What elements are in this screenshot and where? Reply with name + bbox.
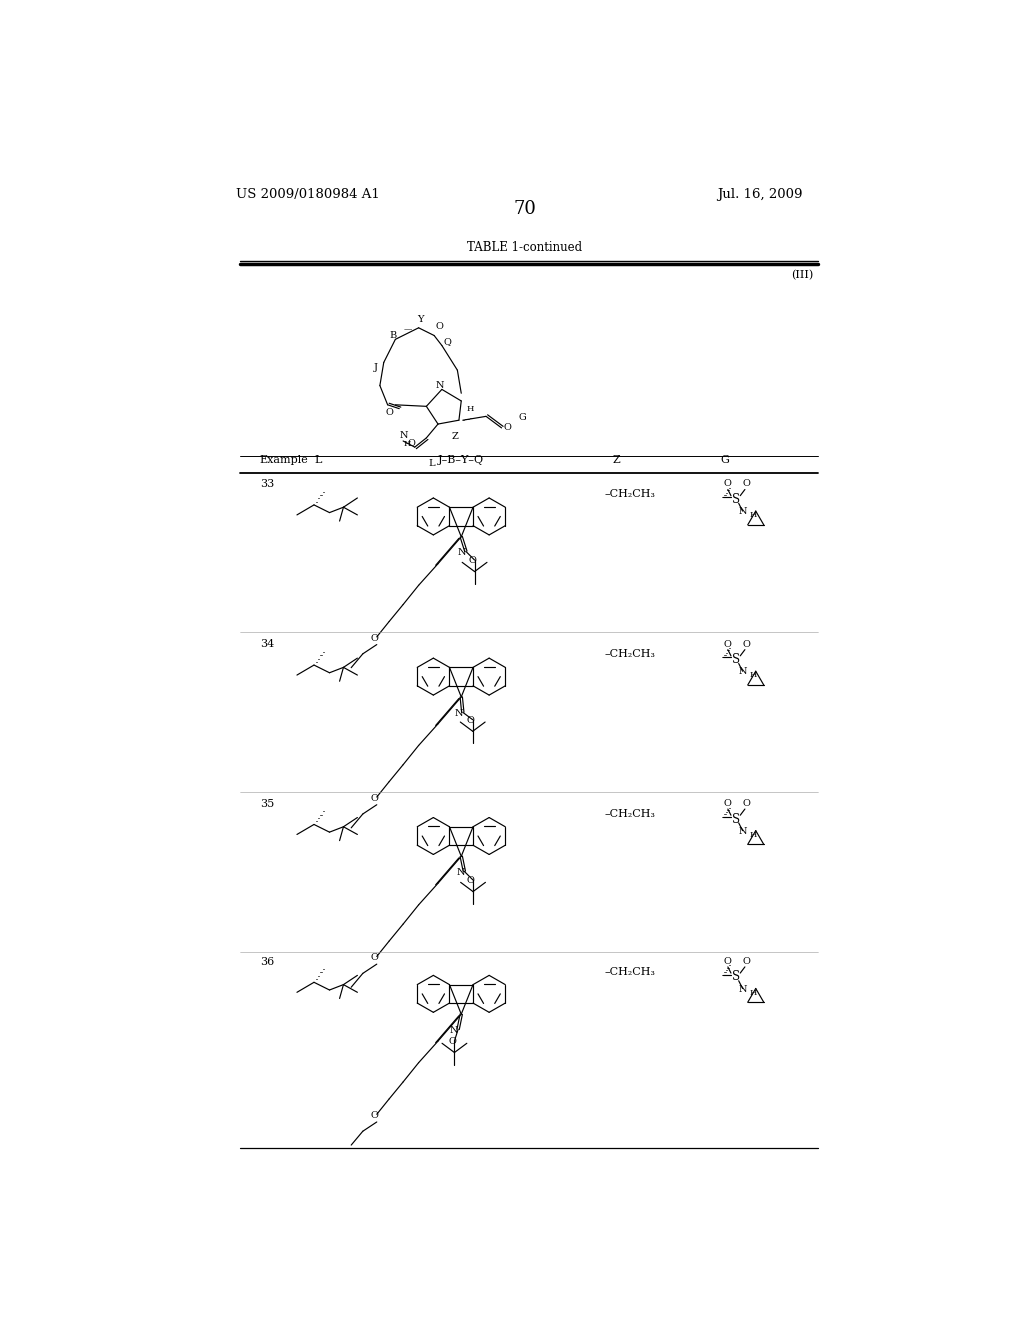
Text: –CH₂CH₃: –CH₂CH₃ [604, 809, 655, 818]
Text: N: N [738, 985, 746, 994]
Text: Z: Z [452, 433, 459, 441]
Text: O: O [724, 957, 732, 966]
Text: S: S [732, 813, 740, 825]
Text: G: G [720, 454, 729, 465]
Text: G: G [518, 413, 526, 422]
Text: Z: Z [612, 454, 621, 465]
Text: O: O [724, 640, 732, 648]
Text: US 2009/0180984 A1: US 2009/0180984 A1 [237, 189, 380, 202]
Text: –CH₂CH₃: –CH₂CH₃ [604, 490, 655, 499]
Text: L: L [429, 459, 435, 469]
Text: Jul. 16, 2009: Jul. 16, 2009 [717, 189, 802, 202]
Text: N: N [450, 1026, 459, 1035]
Text: –CH₂CH₃: –CH₂CH₃ [604, 649, 655, 660]
Text: S: S [732, 653, 740, 667]
Text: TABLE 1-continued: TABLE 1-continued [467, 240, 583, 253]
Text: O: O [742, 640, 751, 648]
Text: S: S [732, 492, 740, 506]
Text: H: H [750, 830, 757, 838]
Text: O: O [371, 634, 379, 643]
Text: 70: 70 [513, 199, 537, 218]
Text: 36: 36 [260, 957, 274, 966]
Text: H: H [750, 672, 757, 680]
Text: O: O [385, 408, 393, 417]
Text: Y: Y [417, 314, 424, 323]
Text: O: O [467, 715, 474, 725]
Text: O: O [371, 793, 379, 803]
Text: —: — [403, 326, 412, 334]
Text: J: J [374, 363, 378, 372]
Text: O: O [371, 953, 379, 962]
Text: N: N [458, 548, 466, 557]
Text: N: N [738, 826, 746, 836]
Text: N: N [738, 507, 746, 516]
Text: (III): (III) [792, 269, 814, 280]
Text: L: L [314, 454, 322, 465]
Text: N: N [435, 381, 444, 389]
Text: –CH₂CH₃: –CH₂CH₃ [604, 966, 655, 977]
Text: O: O [407, 438, 415, 447]
Text: N: N [399, 430, 408, 440]
Text: H: H [750, 511, 757, 519]
Text: H: H [403, 440, 412, 447]
Text: O: O [742, 479, 751, 488]
Text: J–B–Y–Q: J–B–Y–Q [438, 454, 484, 465]
Text: O: O [467, 876, 475, 886]
Text: O: O [742, 799, 751, 808]
Text: O: O [468, 556, 476, 565]
Text: O: O [503, 424, 511, 432]
Text: 34: 34 [260, 639, 274, 649]
Text: O: O [742, 957, 751, 966]
Text: O: O [724, 479, 732, 488]
Text: O: O [435, 322, 443, 331]
Text: O: O [371, 1111, 379, 1121]
Text: S: S [732, 970, 740, 983]
Text: H: H [750, 989, 757, 997]
Text: O: O [724, 799, 732, 808]
Text: Q: Q [443, 337, 452, 346]
Text: O: O [449, 1038, 456, 1047]
Text: 33: 33 [260, 479, 274, 490]
Text: Example: Example [260, 454, 308, 465]
Text: B: B [389, 331, 396, 339]
Text: 35: 35 [260, 799, 274, 809]
Text: N: N [455, 709, 463, 718]
Text: N: N [738, 668, 746, 676]
Text: N: N [457, 867, 465, 876]
Text: H: H [467, 405, 474, 413]
